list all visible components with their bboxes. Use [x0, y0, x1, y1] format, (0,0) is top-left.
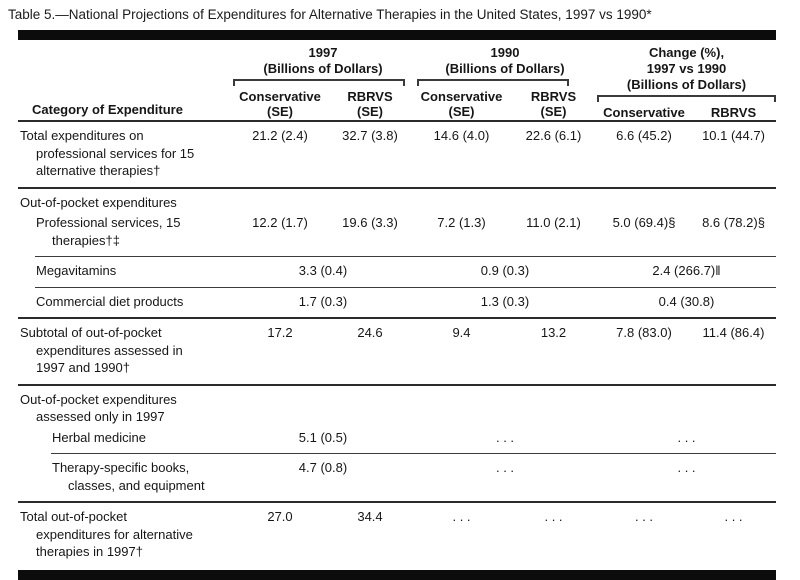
row-label-line: Therapy-specific books,	[52, 460, 190, 475]
section-rule	[18, 317, 776, 319]
row-label-line: therapies†‡	[52, 232, 120, 248]
row-label-line: alternative therapies†	[36, 163, 161, 178]
column-group-1997: 1997 (Billions of Dollars) Conservative …	[233, 45, 413, 120]
row-label-line: Total out-of-pocket	[20, 509, 127, 524]
group-change-bracket	[597, 95, 776, 102]
column-header-1997-conservative: Conservative (SE)	[239, 89, 321, 119]
cell-1990-combined: . . .	[495, 460, 515, 475]
inner-rule	[51, 453, 776, 454]
row-label-line: Subtotal of out-of-pocket	[20, 325, 162, 340]
cell-1997-combined: 3.3 (0.4)	[298, 263, 348, 278]
cell-1997-conservative: 21.2 (2.4)	[252, 128, 308, 143]
section-rule	[18, 383, 776, 386]
group-change-title-line: Change (%),	[648, 45, 725, 60]
cell-1990-conservative: 14.6 (4.0)	[433, 128, 490, 143]
row-label-line: therapies in 1997†	[36, 544, 143, 559]
row-label-line: expenditures assessed in	[36, 342, 183, 358]
header-bottom-rule	[18, 120, 776, 122]
cell-change-combined: 2.4 (266.7)‖	[652, 263, 721, 278]
row-label-line: Professional services, 15	[36, 215, 181, 230]
table-row-commercial-diet-products: Commercial diet products 1.7 (0.3) 1.3 (…	[18, 288, 776, 318]
cell-1997-conservative: 27.0	[267, 509, 293, 524]
section-rule	[18, 186, 776, 189]
column-header-1997-rbrvs: RBRVS (SE)	[347, 89, 393, 119]
column-header-category: Category of Expenditure	[32, 102, 183, 117]
table-header: Category of Expenditure 1997 (Billions o…	[18, 40, 776, 120]
cell-1990-combined: 0.9 (0.3)	[480, 263, 530, 278]
table-row-total-out-of-pocket: Total out-of-pocket expenditures for alt…	[18, 503, 776, 568]
cell-1997-rbrvs: 32.7 (3.8)	[342, 128, 398, 143]
row-label-line: classes, and equipment	[68, 477, 205, 493]
row-label-line: Megavitamins	[36, 263, 117, 278]
cell-1990-conservative: 9.4	[452, 325, 471, 340]
table-row-group-assessed-only-1997: Out-of-pocket expenditures assessed only…	[18, 386, 776, 428]
cell-change-rbrvs: 8.6 (78.2)§	[702, 215, 765, 230]
cell-1990-combined: . . .	[495, 429, 515, 445]
row-label-line: Total expenditures on	[20, 128, 144, 143]
column-header-change-conservative: Conservative	[603, 105, 685, 120]
table-row-group-out-of-pocket: Out-of-pocket expenditures	[18, 189, 776, 214]
row-label-line: Commercial diet products	[36, 293, 184, 309]
column-header-1990-conservative: Conservative (SE)	[420, 89, 503, 119]
row-label-line: Out-of-pocket expenditures	[20, 391, 177, 407]
table-row-professional-services: Professional services, 15 therapies†‡ 12…	[18, 213, 776, 256]
top-thick-rule	[18, 30, 776, 40]
group-1997-title-line: 1997	[308, 45, 338, 60]
column-header-change-rbrvs: RBRVS	[710, 105, 757, 120]
cell-1997-rbrvs: 19.6 (3.3)	[342, 215, 398, 230]
cell-1997-conservative: 12.2 (1.7)	[252, 215, 308, 230]
table-row-therapy-specific-books: Therapy-specific books, classes, and equ…	[18, 454, 776, 501]
table-row-total-professional-services: Total expenditures on professional servi…	[18, 122, 776, 187]
cell-change-combined: . . .	[677, 460, 696, 475]
expenditures-table: Category of Expenditure 1997 (Billions o…	[18, 30, 776, 580]
cell-1997-rbrvs: 34.4	[357, 509, 383, 524]
cell-1990-rbrvs: 11.0 (2.1)	[526, 215, 581, 230]
cell-1997-combined: 4.7 (0.8)	[298, 460, 348, 475]
cell-1990-conservative: . . .	[452, 509, 471, 524]
cell-change-conservative: . . .	[634, 509, 654, 524]
cell-1997-rbrvs: 24.6	[357, 325, 383, 340]
group-1997-title-line: (Billions of Dollars)	[263, 61, 383, 76]
cell-change-rbrvs: 10.1 (44.7)	[702, 128, 765, 143]
column-group-change: Change (%), 1997 vs 1990 (Billions of Do…	[597, 45, 776, 120]
group-1990-bracket	[417, 79, 569, 86]
inner-rule	[35, 286, 776, 288]
cell-1997-combined: 1.7 (0.3)	[298, 293, 348, 309]
bottom-thick-rule	[18, 569, 776, 580]
inner-rule	[35, 256, 776, 257]
cell-change-rbrvs: 11.4 (86.4)	[702, 325, 765, 340]
row-label-line: professional services for 15	[36, 145, 195, 161]
row-label-line: Out-of-pocket expenditures	[20, 194, 177, 210]
row-label-line: Herbal medicine	[52, 429, 146, 445]
row-label-line: 1997 and 1990†	[36, 360, 130, 375]
group-1990-title-line: 1990	[490, 45, 520, 60]
group-1990-title-line: (Billions of Dollars)	[445, 61, 565, 76]
cell-1997-combined: 5.1 (0.5)	[298, 429, 348, 445]
column-header-1990-rbrvs: RBRVS (SE)	[530, 89, 577, 119]
table-page: Table 5.—National Projections of Expendi…	[0, 7, 800, 580]
cell-change-conservative: 5.0 (69.4)§	[612, 215, 676, 230]
cell-change-conservative: 7.8 (83.0)	[616, 325, 672, 340]
cell-1990-rbrvs: 22.6 (6.1)	[525, 128, 582, 143]
section-rule	[18, 501, 776, 503]
cell-1990-conservative: 7.2 (1.3)	[437, 215, 486, 230]
cell-change-combined: . . .	[677, 429, 696, 445]
table-row-megavitamins: Megavitamins 3.3 (0.4) 0.9 (0.3) 2.4 (26…	[18, 257, 776, 287]
row-label-line: expenditures for alternative	[36, 526, 193, 542]
group-1997-bracket	[233, 79, 405, 86]
cell-1990-combined: 1.3 (0.3)	[480, 293, 530, 309]
row-label-line: assessed only in 1997	[36, 409, 165, 424]
table-row-herbal-medicine: Herbal medicine 5.1 (0.5) . . . . . .	[18, 428, 776, 454]
cell-1990-rbrvs: . . .	[544, 509, 563, 524]
cell-change-combined: 0.4 (30.8)	[658, 293, 715, 309]
table-title: Table 5.—National Projections of Expendi…	[8, 7, 652, 22]
cell-change-conservative: 6.6 (45.2)	[616, 128, 672, 143]
cell-1997-conservative: 17.2	[267, 325, 293, 340]
group-change-title-line: 1997 vs 1990	[646, 61, 727, 76]
column-group-1990: 1990 (Billions of Dollars) Conservative …	[413, 45, 597, 120]
cell-1990-rbrvs: 13.2	[540, 325, 567, 340]
cell-change-rbrvs: . . .	[724, 509, 743, 524]
group-change-title-line: (Billions of Dollars)	[626, 77, 747, 92]
table-row-subtotal: Subtotal of out-of-pocket expenditures a…	[18, 319, 776, 384]
